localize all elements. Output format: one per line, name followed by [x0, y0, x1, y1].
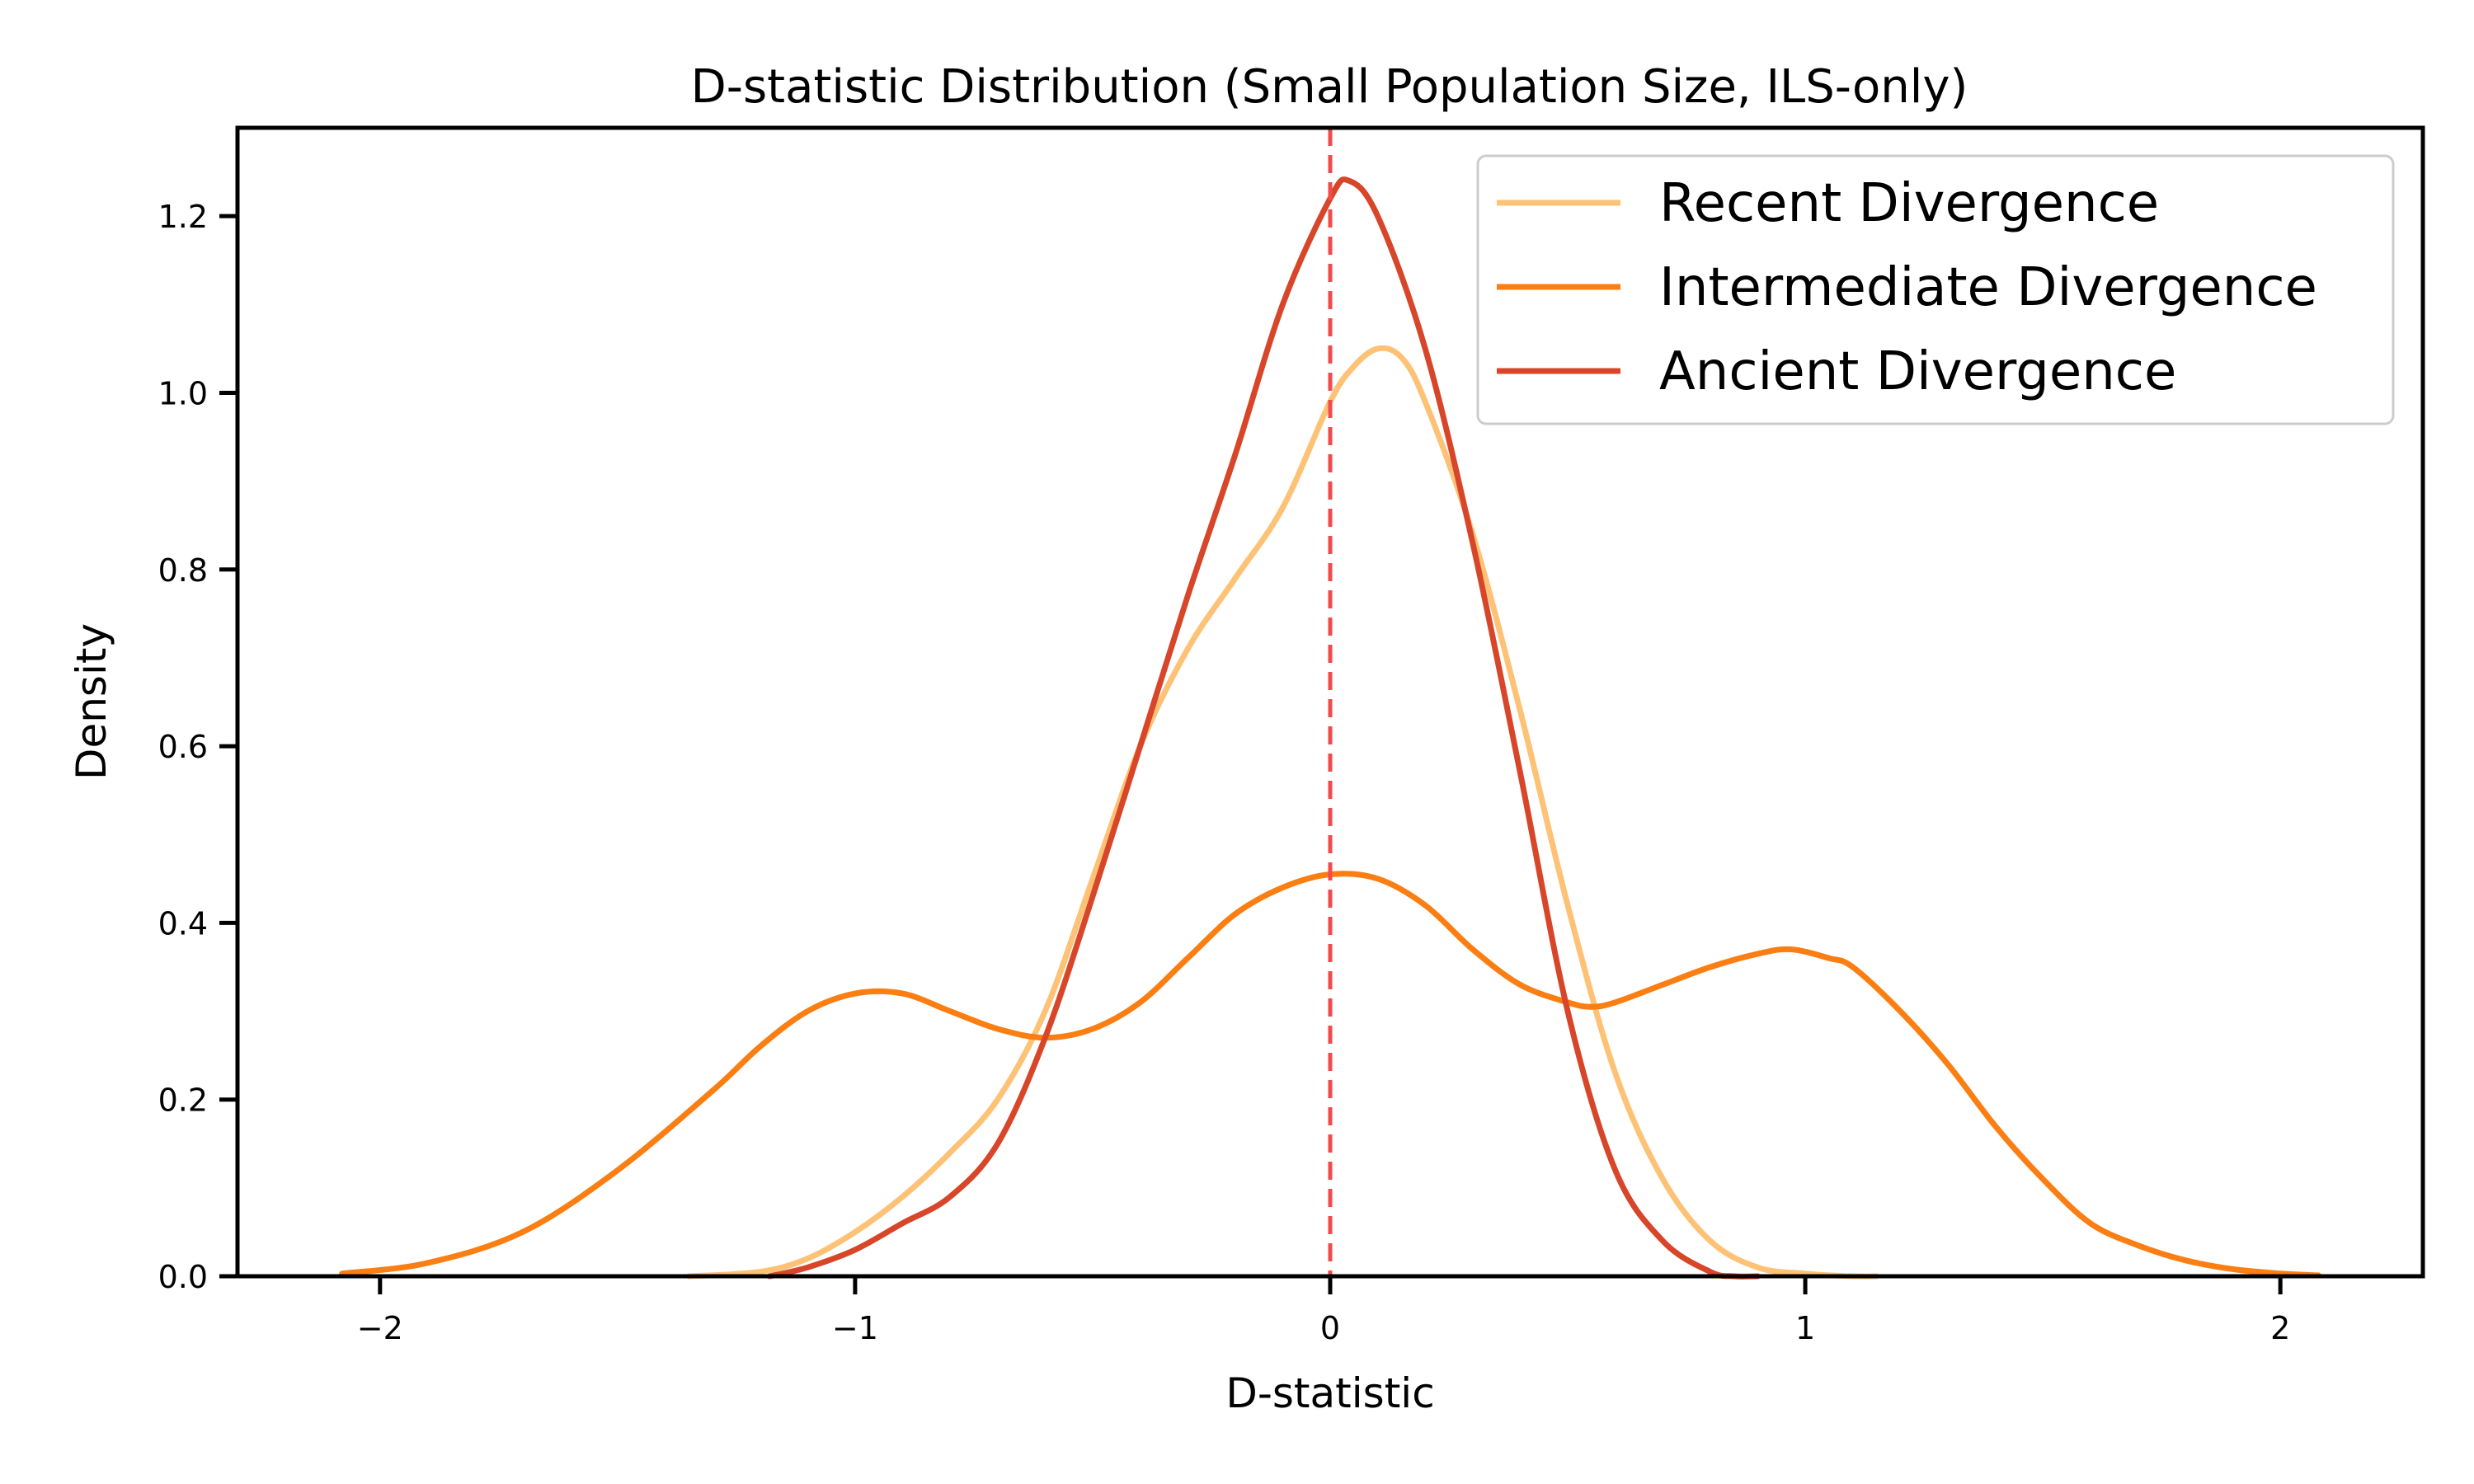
x-axis-label: D-statistic — [1225, 1369, 1434, 1417]
y-tick-label: 0.2 — [158, 1082, 208, 1119]
legend-label-recent: Recent Divergence — [1659, 173, 2159, 234]
x-axis-ticks: −2 −1 0 1 2 — [357, 1276, 2290, 1346]
x-tick-label: −1 — [832, 1310, 878, 1346]
y-axis-ticks: 0.0 0.2 0.4 0.6 0.8 1.0 1.2 — [158, 199, 238, 1295]
y-tick-label: 0.4 — [158, 905, 208, 942]
y-tick-label: 0.8 — [158, 552, 208, 589]
y-tick-label: 0.6 — [158, 729, 208, 765]
y-tick-label: 1.0 — [158, 375, 208, 411]
legend-label-intermediate: Intermediate Divergence — [1659, 257, 2317, 318]
x-tick-label: −2 — [357, 1310, 403, 1346]
x-tick-label: 2 — [2270, 1310, 2290, 1346]
y-tick-label: 0.0 — [158, 1259, 208, 1295]
ancient-divergence-curve — [766, 176, 1761, 1280]
chart-title: D-statistic Distribution (Small Populati… — [691, 60, 1968, 114]
y-tick-label: 1.2 — [158, 199, 208, 235]
x-tick-label: 1 — [1795, 1310, 1815, 1346]
legend: Recent Divergence Intermediate Divergenc… — [1476, 154, 2395, 425]
y-axis-label: Density — [68, 623, 115, 780]
legend-frame — [1476, 154, 2395, 425]
recent-divergence-curve — [685, 345, 1879, 1280]
intermediate-divergence-curve — [339, 871, 2321, 1279]
x-tick-label: 0 — [1320, 1310, 1340, 1346]
legend-label-ancient: Ancient Divergence — [1659, 341, 2176, 402]
density-curves — [339, 176, 2321, 1280]
